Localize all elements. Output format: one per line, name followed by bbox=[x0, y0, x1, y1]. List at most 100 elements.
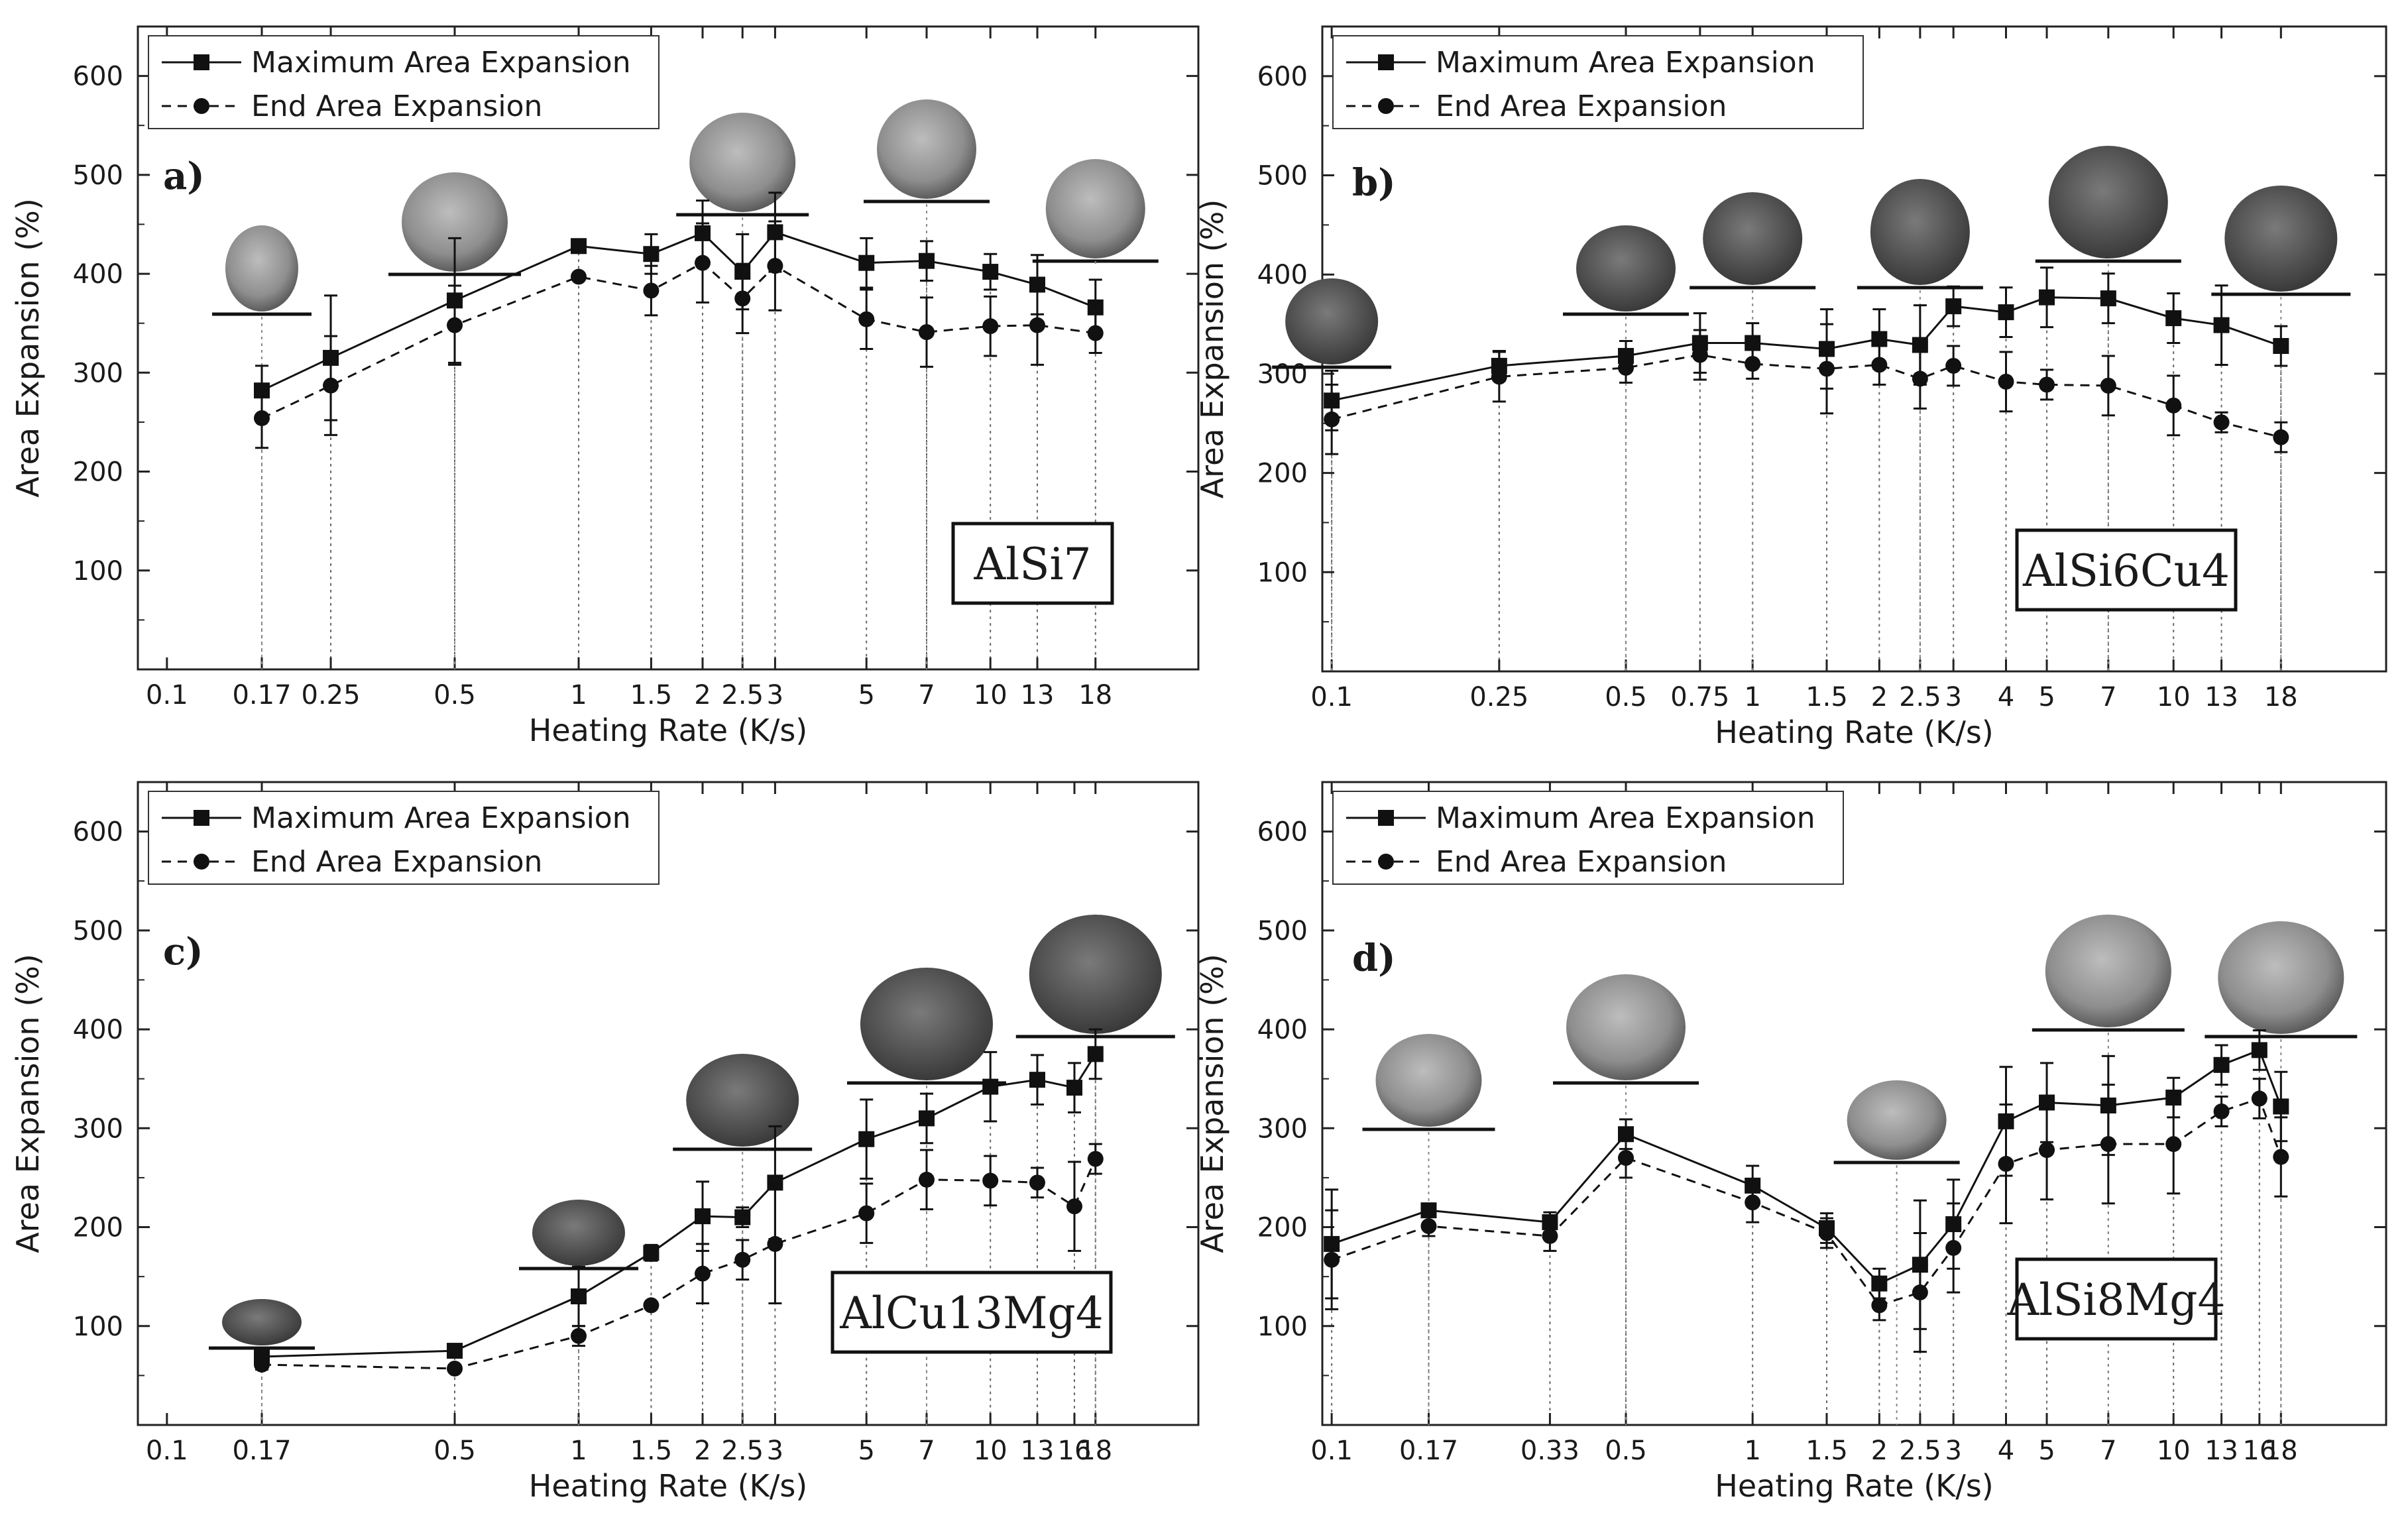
plot-frame bbox=[137, 25, 1200, 671]
data-point bbox=[2273, 1149, 2289, 1165]
legend-box bbox=[1332, 35, 1864, 129]
x-tick-label: 2 bbox=[1871, 1436, 1888, 1466]
x-tick-label: 2.5 bbox=[1899, 1436, 1941, 1466]
y-tick-label: 300 bbox=[1257, 359, 1308, 390]
x-tick-label: 0.25 bbox=[302, 680, 361, 710]
data-point bbox=[734, 1251, 751, 1268]
y-tick-label: 600 bbox=[73, 817, 123, 848]
x-tick-label: 5 bbox=[858, 1436, 874, 1466]
data-point bbox=[1618, 359, 1634, 376]
data-point bbox=[858, 255, 875, 271]
foam-sample-image bbox=[1045, 159, 1145, 258]
foam-sample-image bbox=[532, 1200, 626, 1266]
x-tick-label: 0.25 bbox=[1469, 682, 1528, 712]
series-end-area-expansion bbox=[253, 220, 1104, 449]
data-point bbox=[2213, 414, 2230, 431]
y-tick-label: 400 bbox=[1257, 260, 1308, 290]
data-point bbox=[2100, 290, 2116, 307]
x-tick-label: 3 bbox=[767, 680, 783, 710]
y-tick-label: 200 bbox=[1257, 459, 1308, 489]
legend: Maximum Area Expansion End Area Expansion bbox=[1332, 791, 1844, 885]
data-point bbox=[1029, 317, 1045, 333]
foam-sample-image bbox=[686, 1054, 799, 1147]
x-axis-title: Heating Rate (K/s) bbox=[529, 712, 808, 748]
foam-sample-image bbox=[1566, 974, 1686, 1080]
data-point bbox=[767, 258, 783, 274]
x-tick-label: 10 bbox=[974, 680, 1007, 710]
data-point bbox=[982, 264, 999, 280]
data-point bbox=[1998, 1156, 2014, 1172]
data-point bbox=[643, 1245, 659, 1261]
data-point bbox=[2039, 289, 2055, 306]
x-tick-label: 5 bbox=[858, 680, 874, 710]
data-point bbox=[858, 311, 875, 327]
x-tick-label: 1 bbox=[570, 1436, 587, 1466]
x-tick-label: 10 bbox=[2157, 1436, 2191, 1466]
legend-marker bbox=[1378, 810, 1394, 826]
x-tick-label: 1.5 bbox=[630, 680, 673, 710]
panel-label: d) bbox=[1352, 936, 1396, 980]
data-point bbox=[1945, 1239, 1962, 1256]
legend-label: Maximum Area Expansion bbox=[251, 801, 631, 835]
data-point bbox=[571, 1328, 587, 1344]
legend-box bbox=[148, 791, 659, 885]
data-point bbox=[1087, 325, 1104, 341]
x-tick-label: 7 bbox=[918, 1436, 935, 1466]
x-tick-label: 13 bbox=[2205, 1436, 2238, 1466]
y-axis-title: Area Expansion (%) bbox=[10, 954, 46, 1253]
panel-label: b) bbox=[1352, 161, 1396, 205]
data-point bbox=[643, 1297, 659, 1314]
legend-label: End Area Expansion bbox=[251, 89, 542, 123]
foam-sample-image bbox=[1703, 192, 1803, 285]
data-point bbox=[858, 1205, 875, 1221]
legend: Maximum Area Expansion End Area Expansion bbox=[148, 791, 659, 885]
x-tick-label: 18 bbox=[1078, 680, 1112, 710]
y-tick-label: 300 bbox=[73, 1113, 123, 1144]
x-tick-label: 3 bbox=[1945, 1436, 1961, 1466]
data-point bbox=[2165, 1136, 2182, 1153]
y-tick-label: 200 bbox=[1257, 1213, 1308, 1243]
alloy-box bbox=[2015, 1257, 2218, 1341]
series-maximum-area-expansion bbox=[253, 1028, 1104, 1365]
legend-label: Maximum Area Expansion bbox=[251, 46, 631, 80]
y-tick-label: 100 bbox=[1257, 1312, 1308, 1342]
data-point bbox=[2213, 1103, 2230, 1119]
x-tick-label: 1 bbox=[1744, 1436, 1760, 1466]
foam-sample-image bbox=[2224, 186, 2338, 292]
x-tick-label: 0.1 bbox=[146, 1436, 188, 1466]
x-tick-label: 2 bbox=[1871, 682, 1888, 712]
y-tick-label: 300 bbox=[73, 358, 123, 388]
data-point bbox=[2213, 1056, 2230, 1073]
data-point bbox=[323, 377, 339, 394]
y-tick-label: 400 bbox=[73, 259, 123, 290]
data-point bbox=[1871, 1275, 1888, 1292]
x-tick-label: 0.17 bbox=[232, 680, 291, 710]
data-point bbox=[2165, 397, 2182, 414]
data-point bbox=[1324, 1251, 1340, 1268]
x-axis-title: Heating Rate (K/s) bbox=[1715, 714, 1994, 750]
x-tick-label: 10 bbox=[974, 1436, 1007, 1466]
series-end-area-expansion bbox=[1324, 323, 2289, 455]
data-point bbox=[447, 1360, 463, 1377]
alloy-box bbox=[951, 522, 1114, 605]
data-point bbox=[918, 1110, 935, 1127]
y-tick-label: 500 bbox=[73, 160, 123, 191]
foam-sample-image bbox=[860, 968, 993, 1080]
legend-marker bbox=[194, 854, 209, 870]
data-point bbox=[1998, 373, 2014, 390]
chart-panel-b: 100 200 300 400 500 600 0.1 0.25 0.5 0.75 1 1.5 2 2.5… bbox=[1194, 25, 2387, 750]
foam-sample-image bbox=[689, 113, 796, 212]
x-tick-label: 1.5 bbox=[630, 1436, 673, 1466]
legend-marker bbox=[194, 54, 209, 70]
legend-label: Maximum Area Expansion bbox=[1436, 46, 1815, 80]
x-tick-label: 10 bbox=[2157, 682, 2191, 712]
foam-sample-image bbox=[1375, 1034, 1482, 1127]
legend-marker bbox=[1378, 854, 1394, 870]
data-point bbox=[2273, 338, 2289, 355]
data-point bbox=[253, 410, 270, 426]
series-line bbox=[1331, 1097, 2282, 1307]
data-point bbox=[734, 1209, 751, 1225]
series-line bbox=[261, 231, 1096, 392]
data-point bbox=[695, 255, 711, 271]
data-point bbox=[1945, 357, 1962, 374]
